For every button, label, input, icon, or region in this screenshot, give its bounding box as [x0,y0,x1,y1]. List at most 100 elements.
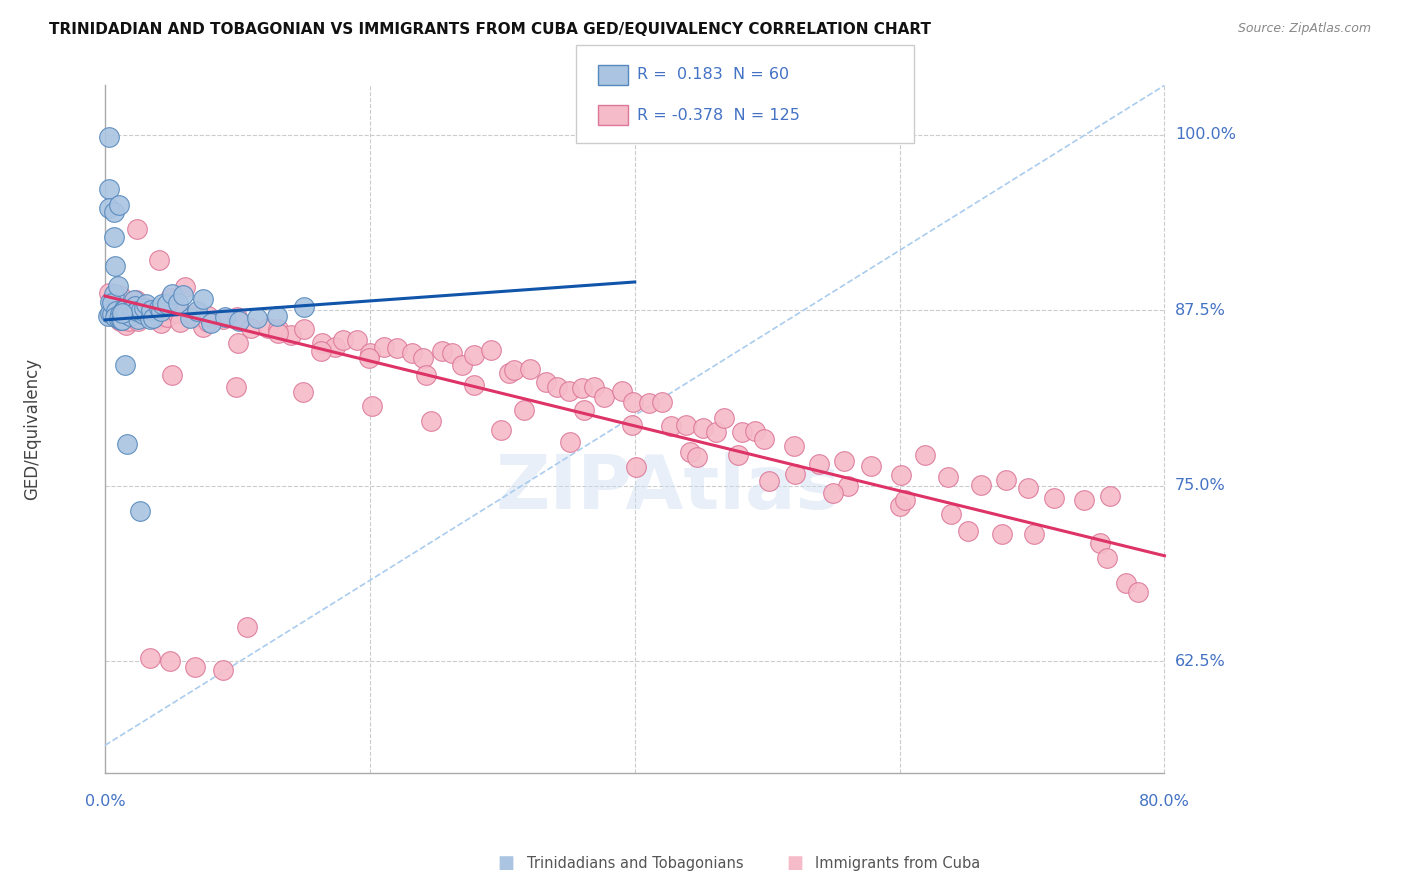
Point [98,130,121,145]
Point [148,301,170,315]
Point [610,384,633,399]
Point [181,308,204,322]
Point [197,309,219,323]
Point [503,363,526,377]
Point [311,336,333,351]
Point [373,340,395,354]
Point [744,424,766,438]
Point [105,304,128,318]
Point [727,448,749,462]
Point [489,423,512,437]
Point [98,201,121,215]
Point [122,305,145,319]
Point [257,321,280,335]
Point [111,306,134,320]
Point [162,368,184,382]
Point [112,303,135,318]
Point [994,474,1017,488]
Point [419,414,441,428]
Point [122,293,145,307]
Point [808,457,831,471]
Point [412,351,434,366]
Point [225,380,247,394]
Point [651,394,673,409]
Point [166,306,188,320]
Point [323,340,346,354]
Point [139,651,162,665]
Point [160,287,183,301]
Point [156,304,179,318]
Point [572,403,595,417]
Text: Immigrants from Cuba: Immigrants from Cuba [815,856,981,871]
Point [159,291,181,305]
Point [593,390,616,404]
Point [101,307,124,321]
Text: Trinidadians and Tobagonians: Trinidadians and Tobagonians [527,856,744,871]
Point [127,222,149,236]
Point [114,306,136,320]
Point [938,470,960,484]
Text: ■: ■ [498,855,515,872]
Point [430,343,453,358]
Point [107,278,129,293]
Point [659,419,682,434]
Point [228,313,250,327]
Point [183,310,205,325]
Point [294,322,316,336]
Point [118,303,141,318]
Point [385,341,408,355]
Point [620,418,643,433]
Point [309,344,332,359]
Text: ■: ■ [786,855,803,872]
Text: GED/Equivalency: GED/Equivalency [24,359,41,500]
Point [332,333,354,347]
Point [1088,536,1111,550]
Point [125,293,148,307]
Point [112,301,135,316]
Point [197,315,219,329]
Point [97,182,120,196]
Point [441,346,464,360]
Point [129,302,152,317]
Text: ZIPAtlas: ZIPAtlas [495,452,841,524]
Point [110,305,132,319]
Point [415,368,437,383]
Point [291,385,314,400]
Point [125,304,148,318]
Point [148,253,170,268]
Point [179,311,201,326]
Point [686,450,709,465]
Point [159,654,181,668]
Point [132,307,155,321]
Point [1024,527,1046,541]
Point [150,297,173,311]
Point [156,310,179,325]
Point [479,343,502,357]
Point [785,467,807,481]
Point [110,313,132,327]
Point [132,301,155,316]
Point [149,316,172,330]
Point [1115,576,1137,591]
Point [107,308,129,322]
Point [200,316,222,330]
Point [212,312,235,326]
Point [131,305,153,319]
Point [1043,491,1066,505]
Point [637,396,659,410]
Point [359,351,381,365]
Point [713,411,735,425]
Point [118,309,141,323]
Point [970,478,993,492]
Point [280,328,302,343]
Point [214,310,236,324]
Point [240,321,263,335]
Point [1098,489,1121,503]
Point [346,333,368,347]
Point [547,380,569,394]
Point [120,302,142,317]
Point [226,336,249,351]
Point [97,309,120,323]
Point [401,345,423,359]
Point [108,314,131,328]
